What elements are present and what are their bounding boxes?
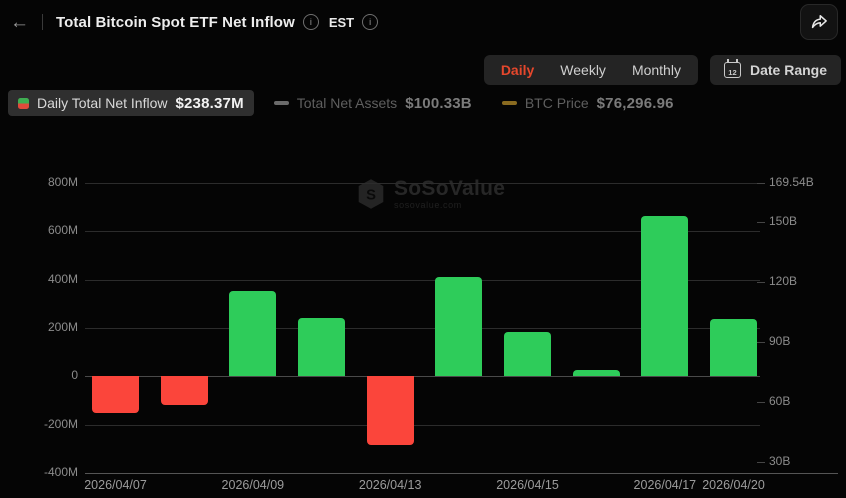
- tab-monthly[interactable]: Monthly: [631, 62, 681, 78]
- page-title: Total Bitcoin Spot ETF Net Inflow: [56, 13, 295, 31]
- watermark-name: SoSoValue: [394, 177, 506, 200]
- gridline: [85, 231, 760, 233]
- bar-2026/04/15[interactable]: [504, 331, 551, 377]
- share-button[interactable]: [800, 4, 838, 40]
- right-axis-label: 30B: [769, 454, 791, 468]
- svg-text:S: S: [366, 188, 376, 204]
- bar-2026/04/10[interactable]: [298, 318, 345, 377]
- bar-2026/04/16[interactable]: [572, 370, 620, 377]
- timezone-info-icon[interactable]: i: [362, 14, 379, 30]
- chart-controls: Daily Weekly Monthly 12 Date Range: [483, 55, 841, 85]
- x-axis-label: 2026/04/07: [84, 478, 147, 492]
- x-axis-label: 2026/04/15: [496, 478, 559, 492]
- timezone-label: EST: [328, 14, 355, 30]
- gridline: [85, 279, 760, 281]
- right-axis-tick: [757, 282, 765, 284]
- tab-weekly[interactable]: Weekly: [560, 62, 606, 78]
- gray-dash-icon: [273, 101, 289, 105]
- gridline: [85, 376, 760, 378]
- legend-label: BTC Price: [524, 95, 589, 111]
- legend-item-total-net-assets[interactable]: Total Net Assets $100.33B: [264, 90, 482, 116]
- bar-2026/04/14[interactable]: [435, 277, 483, 377]
- right-axis-label: 60B: [769, 394, 791, 409]
- bar-2026/04/17[interactable]: [641, 215, 689, 377]
- x-axis-label: 2026/04/17: [633, 478, 697, 492]
- bar-2026/04/09[interactable]: [229, 290, 277, 377]
- y-axis-label: -200M: [43, 416, 78, 431]
- legend-label: Daily Total Net Inflow: [37, 95, 168, 111]
- gold-dash-icon: [501, 101, 517, 105]
- gridline: [85, 473, 838, 474]
- legend-label: Total Net Assets: [296, 95, 398, 111]
- x-axis-label: 2026/04/09: [221, 478, 285, 492]
- date-range-label: Date Range: [749, 62, 827, 78]
- header-divider: [42, 14, 43, 30]
- bar-2026/04/20[interactable]: [710, 318, 757, 377]
- back-arrow-icon[interactable]: ←: [10, 11, 29, 33]
- legend-value: $238.37M: [175, 94, 244, 112]
- legend-value: $100.33B: [405, 94, 472, 112]
- green-red-square-icon: [18, 97, 29, 109]
- right-axis-tick: [757, 222, 765, 224]
- right-axis-label: 169.54B: [769, 175, 814, 189]
- date-range-button[interactable]: 12 Date Range: [709, 55, 841, 85]
- tab-daily[interactable]: Daily: [500, 62, 535, 78]
- legend-item-daily-net-inflow[interactable]: Daily Total Net Inflow $238.37M: [8, 90, 254, 116]
- share-icon: [809, 12, 829, 32]
- x-axis-label: 2026/04/13: [358, 478, 422, 492]
- right-axis-tick: [757, 342, 765, 344]
- calendar-icon: 12: [723, 59, 741, 78]
- y-axis-label: 200M: [47, 320, 78, 334]
- info-icon[interactable]: i: [302, 14, 319, 30]
- gridline: [85, 328, 760, 329]
- x-axis-label: 2026/04/20: [702, 478, 765, 492]
- chart-area: S SoSoValue sosovalue.com 800M 600M 400M 20…: [0, 160, 846, 498]
- legend-item-btc-price[interactable]: BTC Price $76,296.96: [492, 90, 684, 116]
- y-axis-label: 600M: [47, 223, 78, 238]
- y-axis-label: 0: [71, 368, 78, 383]
- gridline: [85, 424, 760, 426]
- right-axis-label: 90B: [769, 334, 791, 349]
- gridline: [85, 183, 760, 184]
- bar-2026/04/07[interactable]: [92, 376, 139, 413]
- right-axis-tick: [757, 402, 765, 404]
- sosovalue-logo-icon: S: [356, 178, 386, 210]
- bar-2026/04/13[interactable]: [366, 376, 414, 446]
- period-tab-group: Daily Weekly Monthly: [483, 55, 698, 85]
- y-axis-label: 400M: [47, 271, 78, 286]
- bar-2026/04/08[interactable]: [160, 376, 208, 406]
- right-axis-label: 150B: [769, 214, 798, 229]
- y-axis-label: 800M: [47, 175, 78, 189]
- header: ← Total Bitcoin Spot ETF Net Inflow i ES…: [0, 0, 846, 44]
- right-axis-tick: [757, 183, 765, 184]
- y-axis-label: -400M: [43, 465, 78, 479]
- right-axis-label: 120B: [769, 274, 798, 289]
- watermark-domain: sosovalue.com: [394, 200, 462, 210]
- right-axis-tick: [757, 462, 765, 463]
- chart-legend: Daily Total Net Inflow $238.37M Total Ne…: [8, 90, 684, 116]
- legend-value: $76,296.96: [596, 94, 674, 112]
